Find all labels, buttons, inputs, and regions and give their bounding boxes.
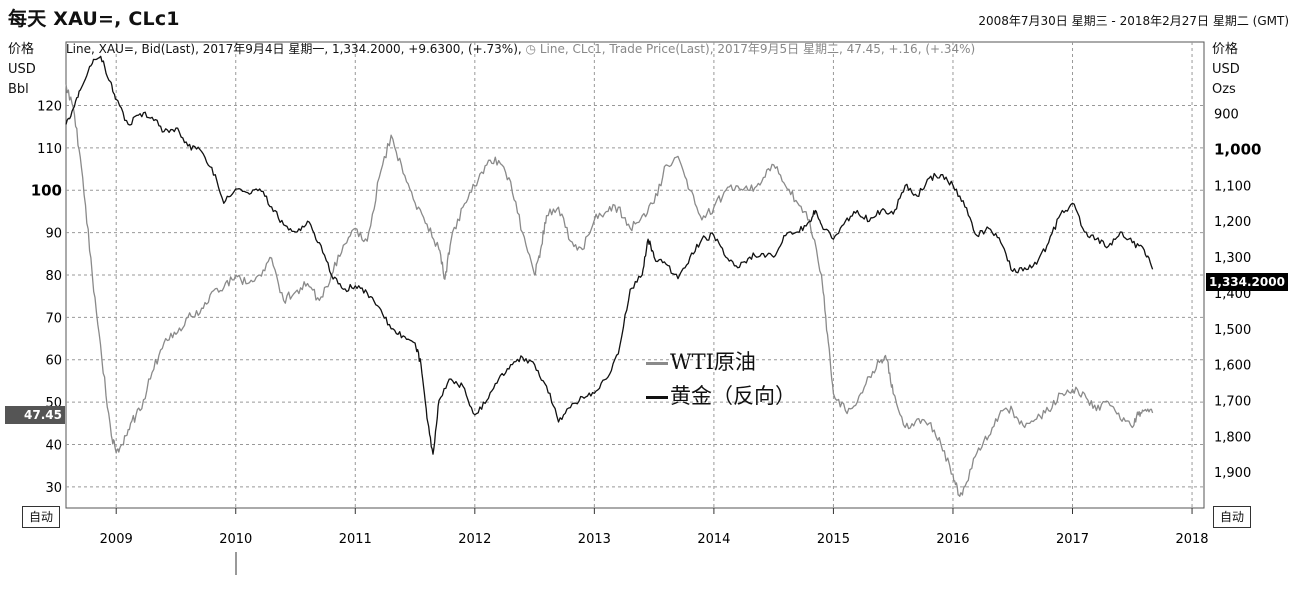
x-tick-label: 2011 <box>339 532 372 547</box>
left-tick-label: 120 <box>37 100 62 115</box>
x-tick-label: 2015 <box>817 532 850 547</box>
left-tick-label: 30 <box>45 481 62 496</box>
right-tick-label: 900 <box>1214 108 1239 123</box>
x-tick-label: 2016 <box>936 532 969 547</box>
date-range: 2008年7月30日 星期三 - 2018年2月27日 星期二 (GMT) <box>978 14 1289 28</box>
right-tick-label: 1,600 <box>1214 359 1251 374</box>
x-axis-ticks: 2009 2010 2011 2012 2013 2014 2015 2016 2017 2018 <box>100 508 1209 547</box>
wti-series-line <box>65 84 1154 497</box>
left-tick-label: 80 <box>45 269 62 284</box>
chart-title: 每天 XAU=, CLc1 <box>8 8 180 30</box>
wti-swatch <box>646 362 668 365</box>
left-axis-label-price: 价格 <box>8 42 35 57</box>
right-y-ticks: 9001,0001,1001,2001,3001,4001,5001,6001,… <box>1214 108 1261 481</box>
right-axis-label-price: 价格 <box>1212 42 1239 57</box>
inner-legend-wti: WTI原油 <box>646 345 796 379</box>
right-tick-label: 1,800 <box>1214 430 1251 445</box>
x-tick-label: 2018 <box>1175 532 1208 547</box>
gold-last-value-tag: 1,334.2000 <box>1206 273 1288 291</box>
left-tick-label: 70 <box>45 311 62 326</box>
legend-series-wti: Line, CLc1, Trade Price(Last), 2017年9月5日… <box>539 42 976 56</box>
inner-legend: WTI原油 黄金（反向） <box>646 345 796 413</box>
gold-series-line <box>65 55 1154 455</box>
left-axis-label-currency: USD <box>8 62 36 77</box>
x-tick-label: 2010 <box>219 532 252 547</box>
left-tick-label: 40 <box>45 438 62 453</box>
left-tick-label: 90 <box>45 227 62 242</box>
right-tick-label: 1,700 <box>1214 394 1251 409</box>
wti-last-value-tag: 47.45 <box>5 406 65 424</box>
left-tick-label: 110 <box>37 142 62 157</box>
right-tick-label: 1,000 <box>1214 141 1261 159</box>
right-tick-label: 1,900 <box>1214 466 1251 481</box>
right-tick-label: 1,500 <box>1214 323 1251 338</box>
top-legend: Line, XAU=, Bid(Last), 2017年9月4日 星期一, 1,… <box>66 40 975 57</box>
right-axis-unit: 价格 USD Ozs <box>1212 40 1240 100</box>
gold-swatch <box>646 396 668 399</box>
clock-icon: ◷ <box>525 42 536 56</box>
right-tick-label: 1,200 <box>1214 215 1251 230</box>
horizontal-gridlines <box>66 105 1204 488</box>
x-tick-label: 2017 <box>1056 532 1089 547</box>
left-tick-label: 60 <box>45 354 62 369</box>
right-tick-label: 1,300 <box>1214 251 1251 266</box>
right-tick-label: 1,100 <box>1214 179 1251 194</box>
right-axis-label-unit: Ozs <box>1212 82 1236 97</box>
x-tick-label: 2009 <box>100 532 133 547</box>
inner-legend-gold: 黄金（反向） <box>646 379 796 413</box>
auto-scale-button-right[interactable]: 自动 <box>1213 506 1251 528</box>
x-tick-label: 2013 <box>578 532 611 547</box>
x-tick-label: 2014 <box>697 532 730 547</box>
series-layer <box>65 55 1154 497</box>
left-tick-label: 100 <box>31 181 62 199</box>
inner-legend-wti-label: WTI原油 <box>670 350 756 374</box>
right-axis-label-currency: USD <box>1212 62 1240 77</box>
auto-scale-button-left[interactable]: 自动 <box>22 506 60 528</box>
inner-legend-gold-label: 黄金（反向） <box>670 384 796 408</box>
left-axis-unit: 价格 USD Bbl <box>8 40 36 100</box>
legend-series-gold: Line, XAU=, Bid(Last), 2017年9月4日 星期一, 1,… <box>66 42 522 56</box>
left-axis-label-unit: Bbl <box>8 82 29 97</box>
x-tick-label: 2012 <box>458 532 491 547</box>
